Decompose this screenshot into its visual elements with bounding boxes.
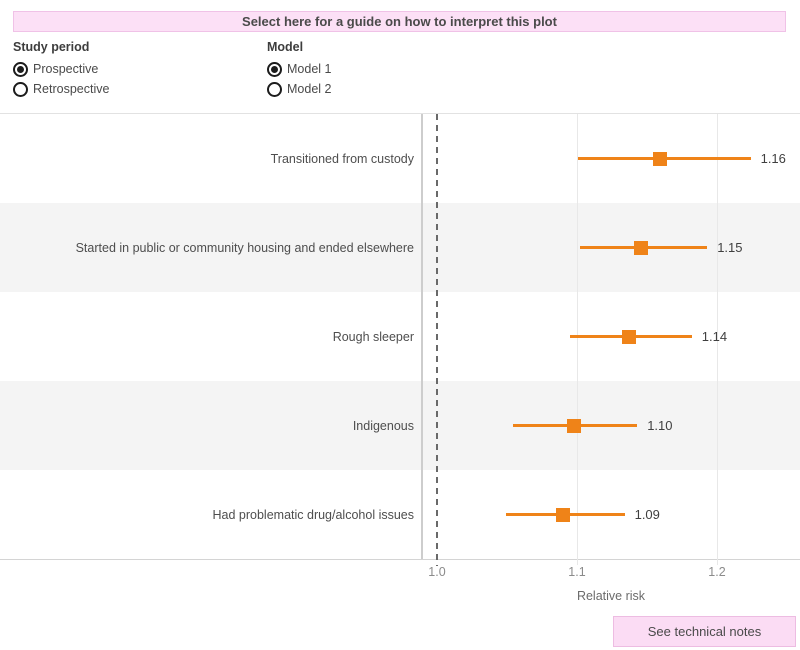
- reference-line: [436, 114, 438, 566]
- control-group-1: Model Model 1 Model 2: [267, 40, 331, 99]
- control-group-0: Study period Prospective Retrospective: [13, 40, 109, 99]
- point-estimate-marker[interactable]: [634, 240, 649, 255]
- radio-option-label: Retrospective: [33, 82, 110, 96]
- category-label: Transitioned from custody: [270, 151, 414, 166]
- radio-option-label: Model 2: [287, 82, 332, 96]
- value-label: 1.14: [701, 329, 728, 344]
- point-estimate-marker[interactable]: [652, 151, 667, 166]
- point-estimate-marker[interactable]: [621, 329, 636, 344]
- plot-left-border-line: [421, 114, 423, 559]
- control-group-title: Study period: [13, 40, 90, 54]
- category-label: Started in public or community housing a…: [75, 240, 414, 255]
- radio-option-1-0[interactable]: Model 1: [267, 59, 331, 79]
- point-estimate-marker[interactable]: [567, 418, 582, 433]
- value-label: 1.15: [717, 240, 743, 255]
- point-estimate-marker[interactable]: [556, 507, 570, 522]
- gridline: [577, 114, 578, 565]
- forest-plot-area: Transitioned from custody 1.16 Started in …: [0, 113, 800, 566]
- interpret-guide-banner-label: Select here for a guide on how to interp…: [242, 14, 557, 29]
- interpret-guide-banner[interactable]: Select here for a guide on how to interp…: [13, 11, 786, 32]
- category-label: Rough sleeper: [332, 329, 414, 344]
- axis-tick-label: 1.2: [708, 565, 726, 579]
- radio-icon[interactable]: [13, 61, 28, 77]
- x-axis-title: Relative risk: [576, 589, 646, 603]
- radio-icon[interactable]: [267, 61, 282, 77]
- value-label: 1.10: [647, 418, 673, 433]
- gridline: [717, 114, 718, 565]
- axis-tick-label: 1.1: [568, 565, 586, 579]
- radio-icon[interactable]: [13, 81, 28, 97]
- radio-icon[interactable]: [267, 81, 282, 97]
- axis-tick-label: 1.0: [428, 565, 446, 579]
- radio-option-0-0[interactable]: Prospective: [13, 59, 109, 79]
- category-label: Indigenous: [352, 418, 414, 433]
- value-label: 1.16: [760, 151, 786, 166]
- technical-notes-button[interactable]: See technical notes: [613, 616, 796, 647]
- category-label: Had problematic drug/alcohol issues: [212, 507, 415, 522]
- technical-notes-button-label: See technical notes: [647, 624, 762, 639]
- row-band: [0, 381, 800, 470]
- control-group-title: Model: [267, 40, 304, 54]
- radio-option-label: Model 1: [287, 62, 332, 76]
- radio-option-1-1[interactable]: Model 2: [267, 79, 331, 99]
- radio-option-0-1[interactable]: Retrospective: [13, 79, 109, 99]
- value-label: 1.09: [634, 507, 660, 522]
- radio-option-label: Prospective: [33, 62, 99, 76]
